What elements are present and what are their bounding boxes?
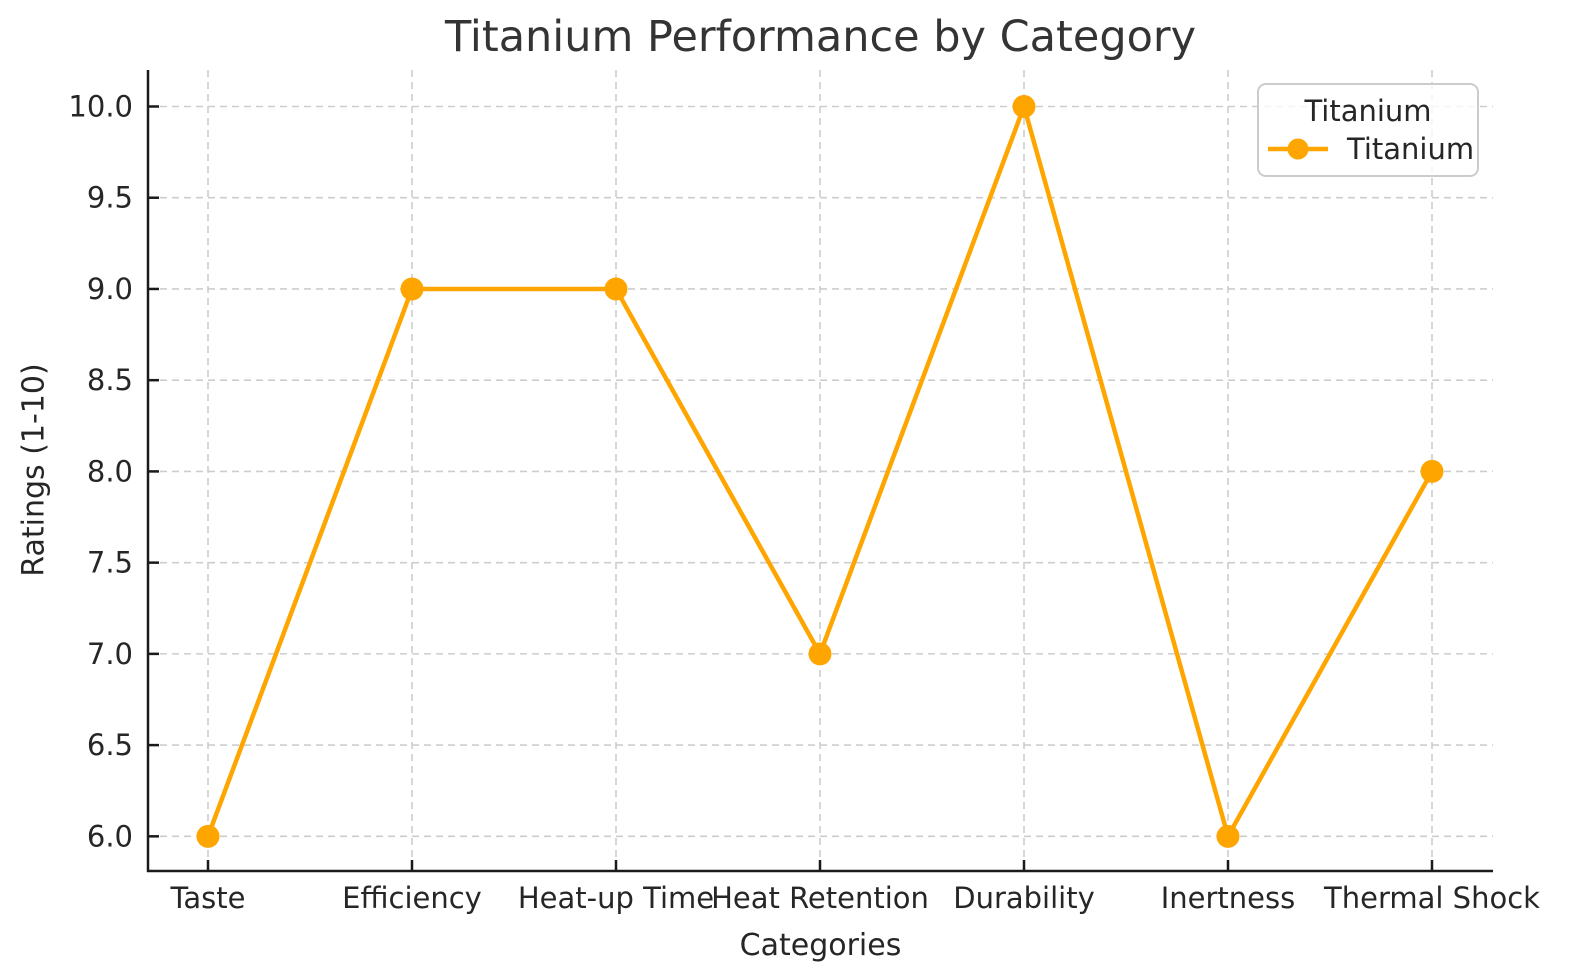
legend-entry-label: Titanium	[1347, 132, 1475, 166]
y-tick-label: 6.0	[87, 819, 133, 853]
y-tick-label: 7.5	[87, 546, 133, 580]
chart-title: Titanium Performance by Category	[444, 12, 1197, 62]
legend-line-marker-icon	[1268, 138, 1328, 160]
x-tick-label: Taste	[169, 881, 245, 915]
x-tick-label: Inertness	[1161, 881, 1296, 915]
data-point-marker	[604, 277, 628, 301]
y-tick-label: 9.0	[87, 272, 133, 306]
y-tick-label: 8.5	[87, 363, 133, 397]
y-tick-label: 8.0	[87, 454, 133, 488]
y-tick-label: 6.5	[87, 728, 133, 762]
y-tick-label: 9.5	[87, 181, 133, 215]
x-axis-label: Categories	[739, 928, 902, 963]
x-tick-label: Heat-up Time	[518, 881, 714, 915]
legend-entry: Titanium	[1267, 132, 1474, 166]
data-point-marker	[1012, 94, 1036, 118]
y-tick-label: 10.0	[68, 89, 133, 123]
data-point-marker	[400, 277, 424, 301]
x-tick-label: Thermal Shock	[1323, 881, 1540, 915]
x-tick-label: Durability	[953, 881, 1095, 915]
legend: Titanium Titanium	[1257, 83, 1479, 177]
y-tick-label: 7.0	[87, 637, 133, 671]
data-point-marker	[808, 642, 832, 666]
y-axis-label: Ratings (1-10)	[16, 363, 52, 577]
data-point-marker	[196, 824, 220, 848]
data-point-marker	[1420, 459, 1444, 483]
legend-title: Titanium	[1304, 94, 1432, 128]
x-tick-label: Heat Retention	[711, 881, 929, 915]
legend-swatch-marker	[1287, 138, 1309, 160]
data-point-marker	[1216, 824, 1240, 848]
x-tick-label: Efficiency	[342, 881, 482, 915]
